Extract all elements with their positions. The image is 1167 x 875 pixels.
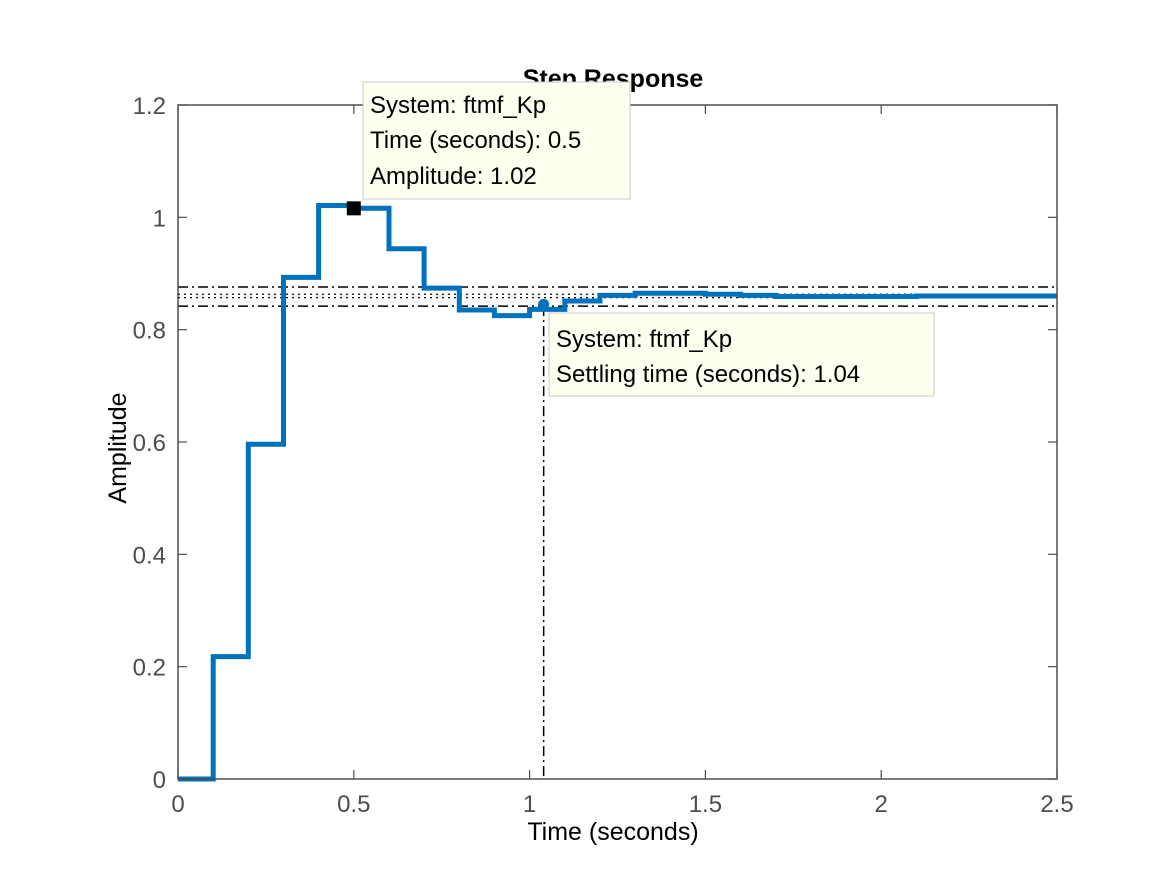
datatip-peak-line-1: System: ftmf_Kp	[370, 92, 546, 119]
x-tick-label: 2	[875, 791, 888, 818]
datatip-settling[interactable]: System: ftmf_Kp Settling time (seconds):…	[548, 312, 935, 397]
y-tick-label: 1.2	[133, 93, 166, 120]
x-tick-label: 2.5	[1040, 791, 1073, 818]
series-layer	[178, 203, 1057, 782]
y-tick-label: 0.8	[133, 318, 166, 345]
markers-layer	[346, 201, 550, 310]
y-tick-label: 0.6	[133, 430, 166, 457]
axes-background	[178, 105, 1057, 779]
datatip-peak-line-2: Time (seconds): 0.5	[370, 127, 581, 154]
x-tick-label: 0	[171, 791, 184, 818]
y-tick-label: 1	[153, 205, 166, 232]
x-tick-label: 1	[523, 791, 536, 818]
y-tick-label: 0.4	[133, 542, 166, 569]
ticks-layer: 0 0.5 1 1.5 2 2.5 0 0.2 0.4 0.6 0.8 1 1.2	[133, 93, 1074, 818]
y-axis-label: Amplitude	[104, 392, 132, 503]
axes[interactable]: 0 0.5 1 1.5 2 2.5 0 0.2 0.4 0.6 0.8 1 1.2	[133, 93, 1074, 818]
x-tick-label: 1.5	[689, 791, 722, 818]
y-tick-label: 0	[153, 767, 166, 794]
datatip-peak[interactable]: System: ftmf_Kp Time (seconds): 0.5 Ampl…	[362, 81, 631, 200]
datatip-settling-box	[548, 312, 935, 397]
x-axis-label: Time (seconds)	[527, 818, 698, 846]
settling-marker[interactable]	[538, 298, 550, 310]
series-line-1[interactable]	[178, 203, 1057, 782]
datatip-peak-line-3: Amplitude: 1.02	[370, 163, 537, 190]
y-tick-label: 0.2	[133, 655, 166, 682]
datatip-peak-box	[362, 81, 631, 200]
datatip-settling-line-1: System: ftmf_Kp	[556, 326, 732, 353]
x-tick-label: 0.5	[337, 791, 370, 818]
peak-marker[interactable]	[346, 201, 361, 216]
datatip-settling-line-2: Settling time (seconds): 1.04	[556, 361, 860, 388]
